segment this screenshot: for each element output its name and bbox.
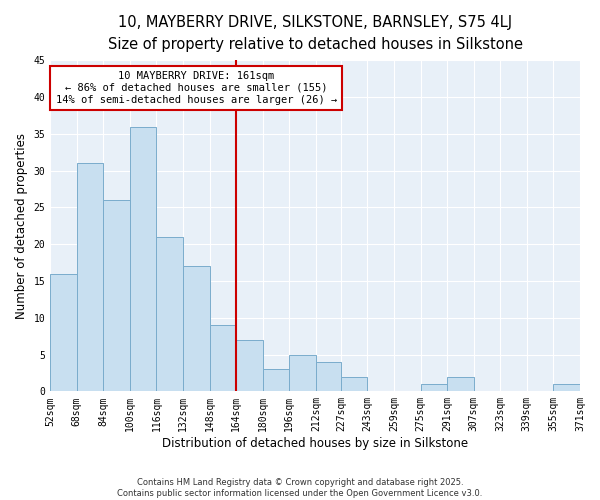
Bar <box>236 340 263 392</box>
Title: 10, MAYBERRY DRIVE, SILKSTONE, BARNSLEY, S75 4LJ
Size of property relative to de: 10, MAYBERRY DRIVE, SILKSTONE, BARNSLEY,… <box>107 15 523 52</box>
Bar <box>157 237 183 392</box>
Text: Contains HM Land Registry data © Crown copyright and database right 2025.
Contai: Contains HM Land Registry data © Crown c… <box>118 478 482 498</box>
Bar <box>103 200 130 392</box>
Bar <box>263 370 289 392</box>
Bar <box>130 126 157 392</box>
Bar <box>341 376 367 392</box>
Bar <box>316 362 341 392</box>
Bar <box>209 325 236 392</box>
Bar <box>183 266 209 392</box>
Bar <box>421 384 447 392</box>
Bar <box>50 274 77 392</box>
Bar <box>553 384 580 392</box>
Y-axis label: Number of detached properties: Number of detached properties <box>15 133 28 319</box>
Bar <box>289 354 316 392</box>
Bar <box>77 164 103 392</box>
X-axis label: Distribution of detached houses by size in Silkstone: Distribution of detached houses by size … <box>162 437 468 450</box>
Bar <box>447 376 474 392</box>
Text: 10 MAYBERRY DRIVE: 161sqm
← 86% of detached houses are smaller (155)
14% of semi: 10 MAYBERRY DRIVE: 161sqm ← 86% of detac… <box>56 72 337 104</box>
